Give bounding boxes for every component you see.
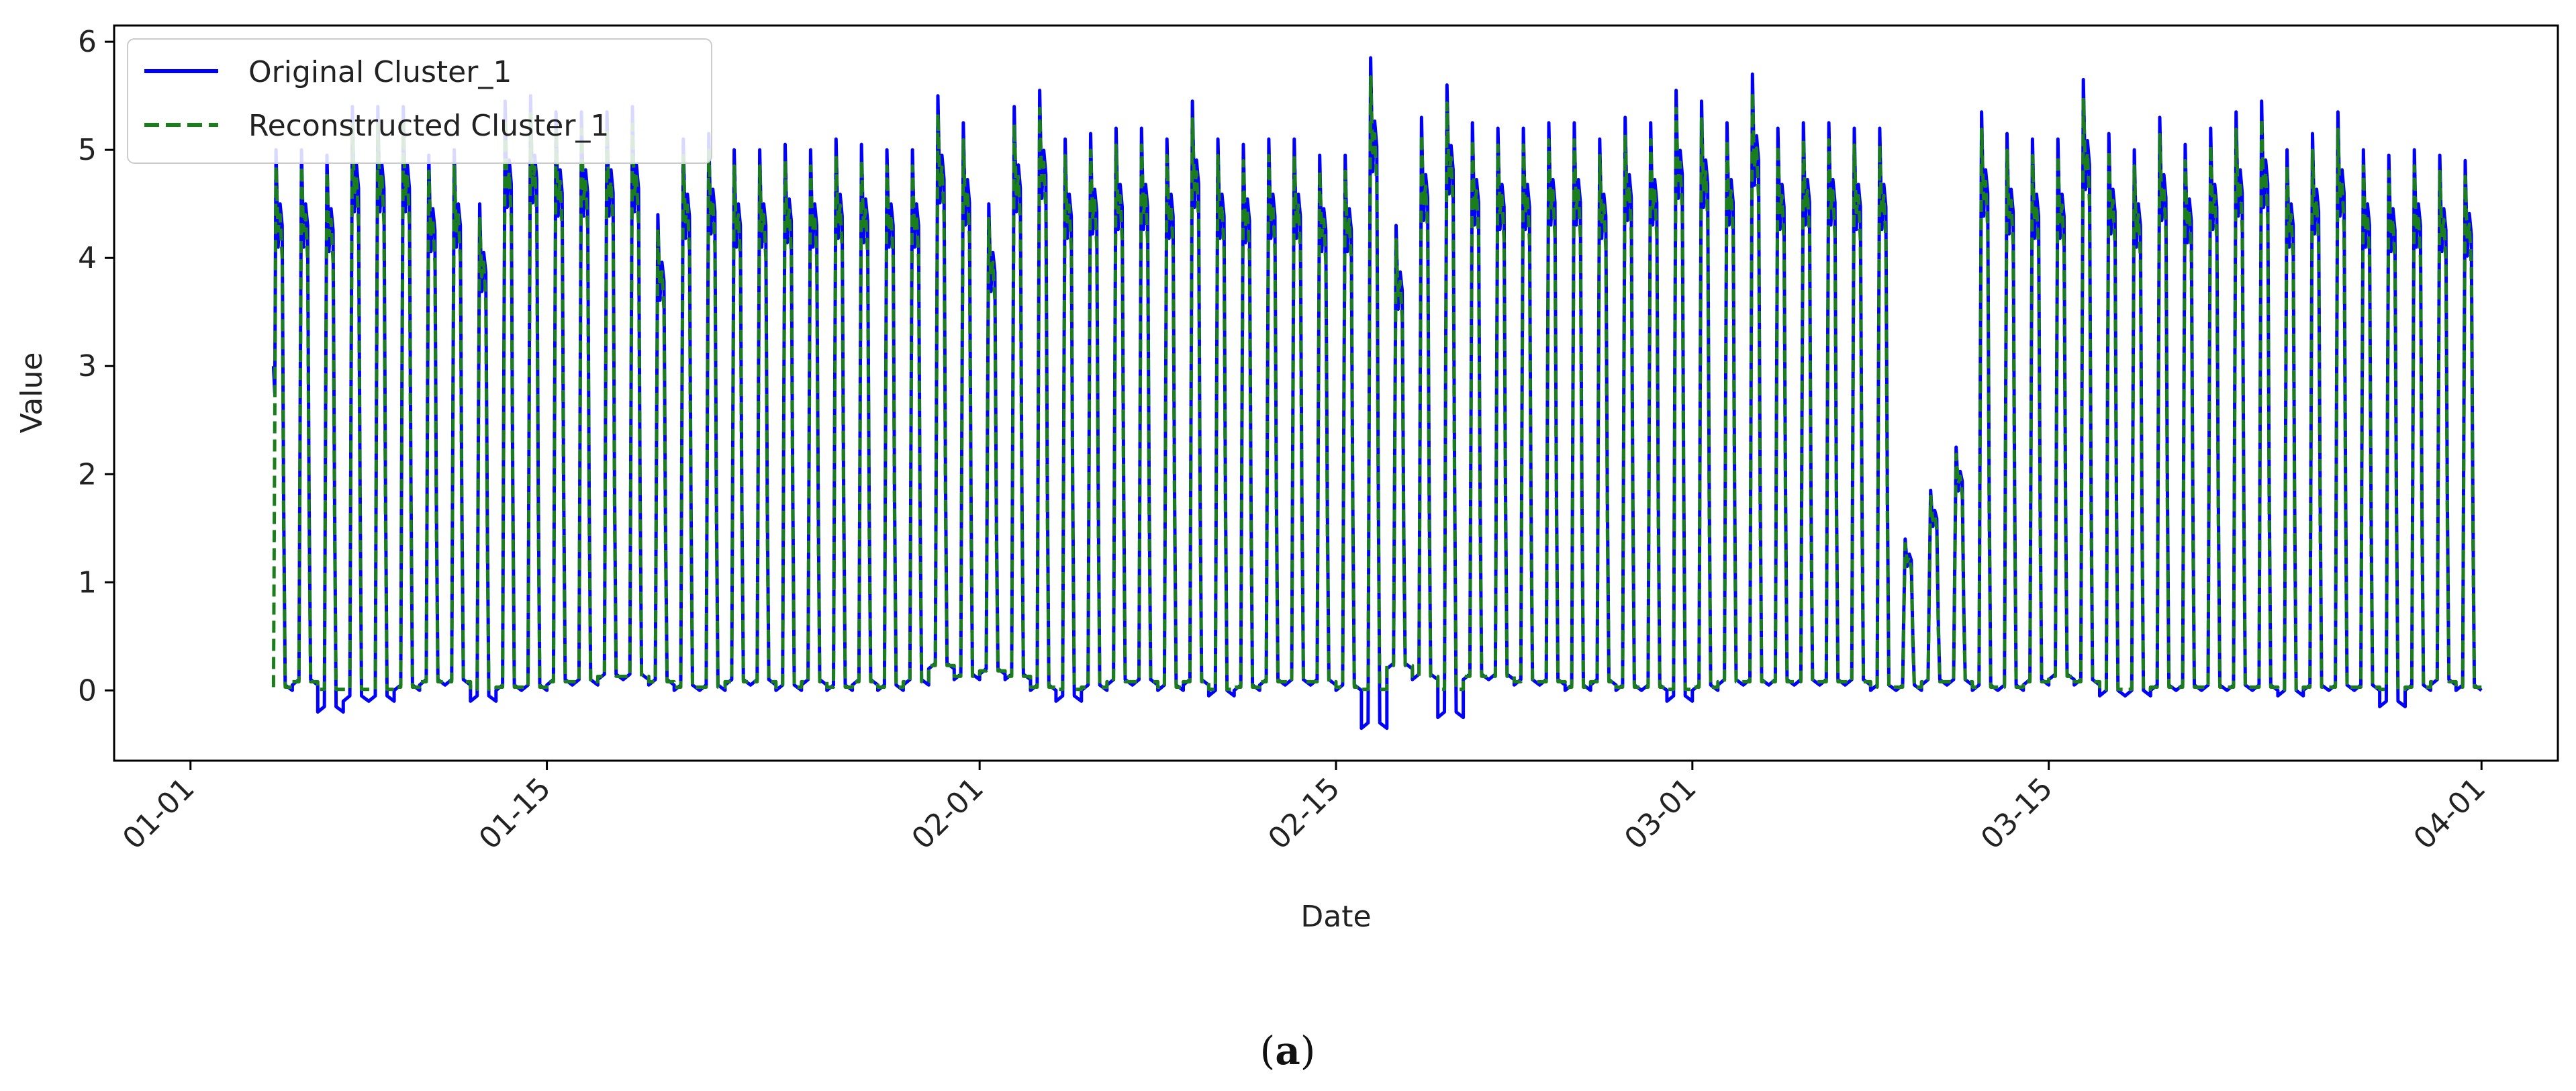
y-tick-label: 6	[78, 25, 97, 59]
caption-letter: a	[1275, 1028, 1300, 1074]
legend-label-original: Original Cluster_1	[248, 55, 512, 89]
y-tick-label: 4	[78, 241, 97, 275]
series-line-reconstructed	[271, 75, 2482, 692]
plot-area	[271, 56, 2483, 730]
legend-label-reconstructed: Reconstructed Cluster_1	[248, 109, 609, 143]
x-axis-label: Date	[1300, 900, 1371, 934]
y-tick-label: 5	[78, 133, 97, 167]
legend-box	[127, 38, 712, 164]
y-tick-label: 0	[78, 673, 97, 708]
y-tick-label: 2	[78, 457, 97, 491]
caption-open-paren: (	[1260, 1028, 1276, 1074]
caption-close-paren: )	[1300, 1028, 1316, 1074]
figure-caption: (a)	[1260, 1028, 1316, 1074]
y-axis-label: Value	[15, 352, 49, 434]
series-line-original	[271, 56, 2483, 730]
y-tick-label: 3	[78, 349, 97, 383]
legend: Original Cluster_1 Reconstructed Cluster…	[127, 38, 712, 164]
y-tick-label: 1	[78, 565, 97, 600]
y-axis: 0 1 2 3 4 5 6	[78, 25, 114, 708]
